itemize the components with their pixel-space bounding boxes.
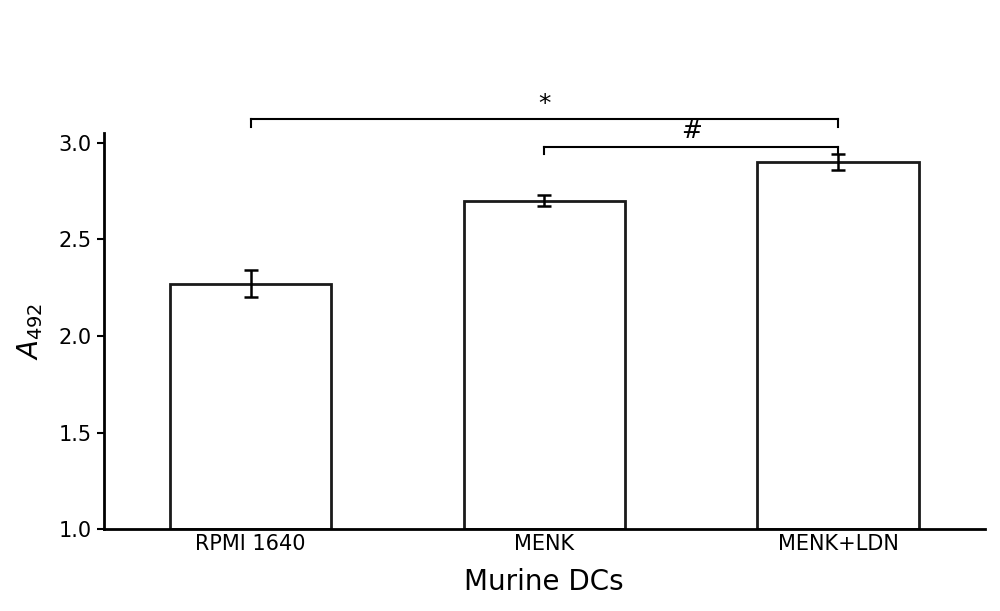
Text: *: * [538,92,550,115]
Bar [170,284,331,529]
Bar [757,162,919,529]
Text: #: # [681,119,702,142]
Y-axis label: $A_{492}$: $A_{492}$ [15,302,45,360]
X-axis label: Murine DCs: Murine DCs [464,568,624,596]
Bar [464,200,625,529]
